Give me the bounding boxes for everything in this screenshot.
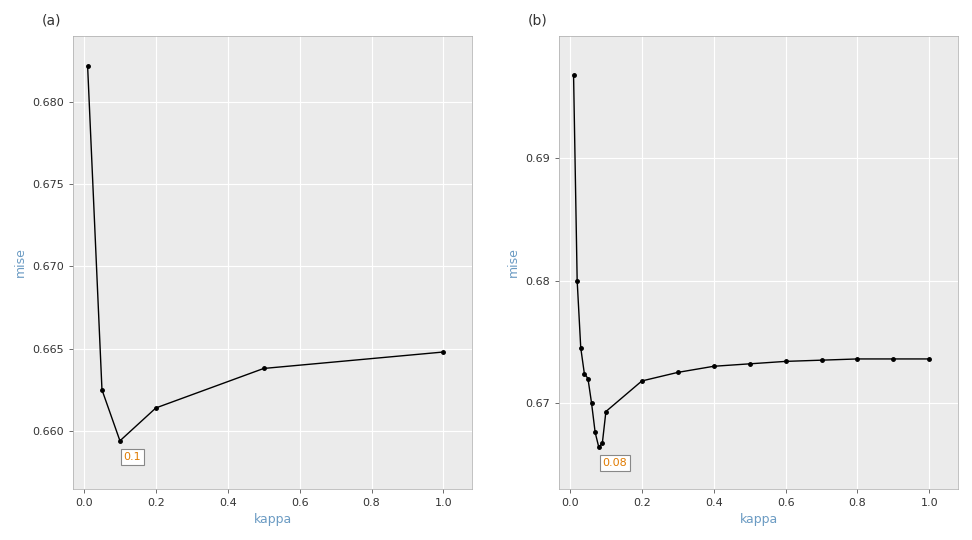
Text: 0.08: 0.08: [603, 458, 627, 468]
X-axis label: kappa: kappa: [254, 513, 292, 526]
Y-axis label: mise: mise: [14, 247, 27, 278]
Text: 0.1: 0.1: [123, 452, 141, 462]
Text: (a): (a): [41, 13, 61, 27]
X-axis label: kappa: kappa: [740, 513, 778, 526]
Text: (b): (b): [527, 13, 547, 27]
Y-axis label: mise: mise: [506, 247, 520, 278]
